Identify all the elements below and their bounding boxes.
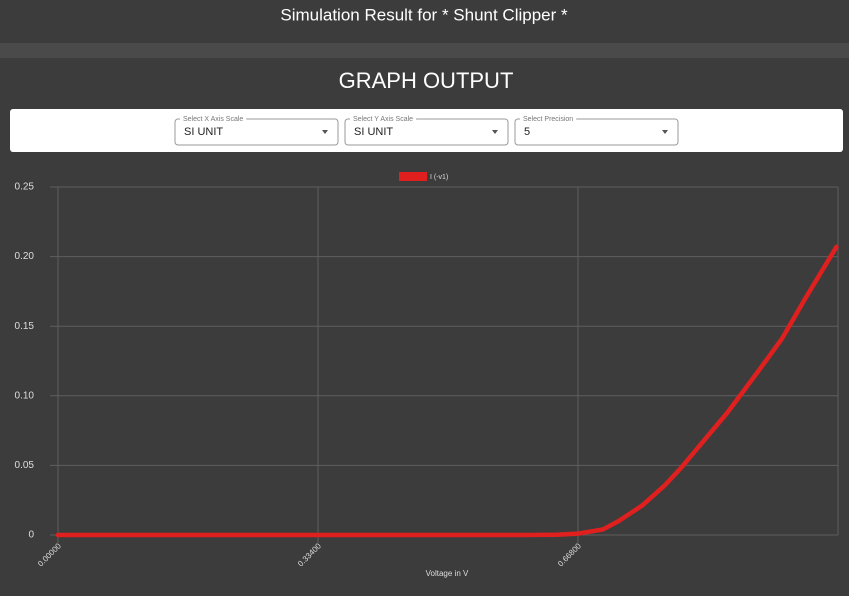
y-tick-label: 0 [28, 530, 34, 541]
divider [0, 43, 849, 58]
y-tick-label: 0.05 [15, 460, 35, 471]
section-title: GRAPH OUTPUT [339, 68, 514, 93]
page-title: Simulation Result for * Shunt Clipper * [280, 5, 568, 24]
select-arrow [662, 130, 668, 134]
label-gap [180, 117, 247, 121]
legend-label: I (-v1) [430, 174, 448, 181]
select[interactable]: Select Precision 5 [514, 116, 679, 146]
label-gap [520, 117, 577, 121]
label-gap [350, 117, 417, 121]
select-arrow [492, 130, 498, 134]
line-series [55, 244, 839, 538]
select-value: SI UNIT [354, 126, 393, 138]
select-value: SI UNIT [184, 126, 223, 138]
y-tick-label: 0.25 [15, 182, 35, 193]
select-label: Select Precision [523, 116, 573, 123]
controls-panel [10, 109, 843, 152]
select-arrow [322, 130, 328, 134]
select-box [174, 118, 339, 146]
select-label: Select X Axis Scale [183, 116, 243, 123]
select-value: 5 [524, 126, 530, 138]
y-tick-label: 0.10 [15, 390, 35, 401]
select[interactable]: Select Y Axis Scale SI UNIT [344, 116, 509, 146]
legend-swatch [399, 172, 427, 181]
select-box [514, 118, 679, 146]
select[interactable]: Select X Axis Scale SI UNIT [174, 116, 339, 146]
select-box [344, 118, 509, 146]
select-label: Select Y Axis Scale [353, 116, 413, 123]
y-tick-label: 0.20 [15, 251, 35, 262]
y-tick-label: 0.15 [15, 321, 35, 332]
x-axis-label: Voltage in V [426, 569, 469, 578]
